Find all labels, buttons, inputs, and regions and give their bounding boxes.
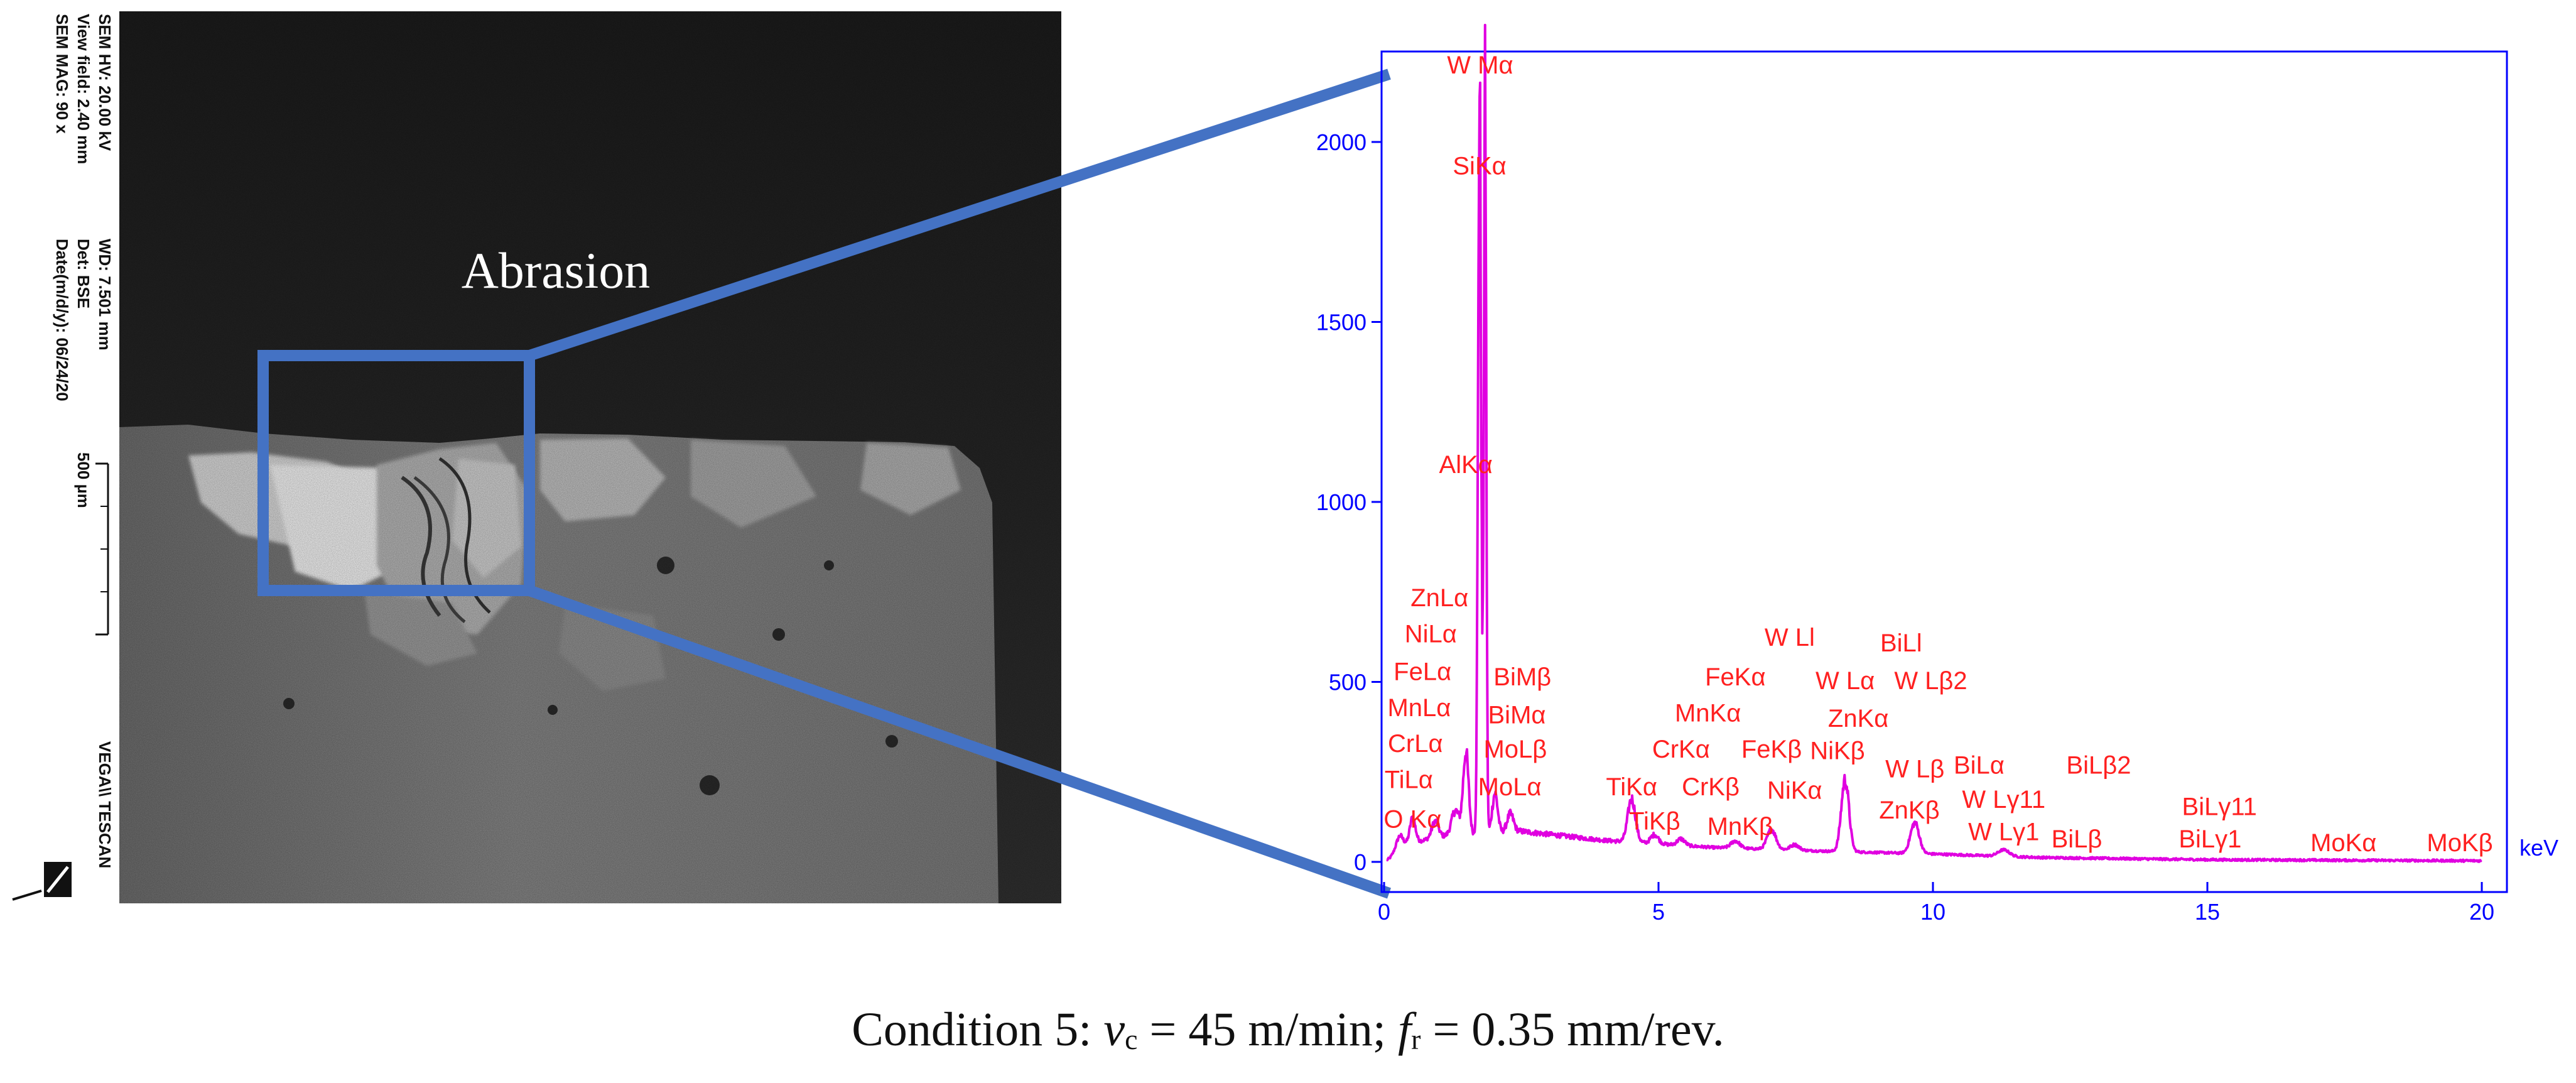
y-tick-label: 0 — [1354, 849, 1366, 875]
peak-label: FeKβ — [1741, 736, 1802, 763]
peak-label: BiLγ11 — [2182, 793, 2257, 821]
scale-bar — [95, 462, 109, 636]
peak-label: AlKα — [1439, 451, 1493, 479]
caption-f-symbol: f — [1397, 1003, 1412, 1056]
peak-label: ZnLα — [1410, 584, 1468, 612]
peak-label: FeLα — [1394, 658, 1451, 686]
peak-label: CrKβ — [1682, 773, 1740, 801]
y-axis: 0 500 1000 1500 2000 — [1316, 52, 1383, 892]
peak-label: SiKα — [1453, 153, 1506, 180]
peak-label: MnLα — [1387, 694, 1451, 722]
y-tick-label: 1000 — [1316, 489, 1366, 515]
caption-f-value: = 0.35 mm/rev. — [1421, 1003, 1724, 1056]
peak-label: MoLα — [1478, 773, 1542, 801]
caption-f-sub: r — [1411, 1023, 1421, 1055]
peak-label: W Ll — [1765, 624, 1815, 651]
connector-line-top — [528, 68, 1391, 361]
x-tick-label: 15 — [2195, 899, 2220, 925]
vendor-logo-icon — [12, 862, 72, 901]
peak-label: NiKα — [1767, 777, 1822, 805]
peak-label: W Lβ — [1885, 755, 1944, 783]
peak-label: BiMβ — [1493, 663, 1551, 691]
sem-meta-line: SEM HV: 20.00 kV — [95, 14, 114, 151]
peak-label: CrLα — [1388, 730, 1443, 758]
y-tick-label: 2000 — [1316, 129, 1366, 155]
peak-label: NiLα — [1405, 620, 1457, 648]
highlight-box — [257, 350, 535, 596]
peak-label: W Lγ1 — [1968, 819, 2039, 846]
scale-bar-label: 500 µm — [74, 452, 93, 508]
peak-label: TiLα — [1385, 766, 1433, 794]
peak-labels: W Mα SiKα AlKα ZnLα NiLα FeLα MnLα CrLα TiLα O Kα… — [1383, 52, 2492, 857]
sem-metadata: SEM HV: 20.00 kV View field: 2.40 mm SEM… — [12, 14, 114, 901]
peak-label: W Mα — [1447, 52, 1513, 79]
peak-label: FeKα — [1705, 663, 1765, 691]
x-tick-label: 10 — [1920, 899, 1946, 925]
peak-label: BiLα — [1954, 752, 2005, 780]
x-tick-label: 20 — [2469, 899, 2494, 925]
abrasion-label: Abrasion — [462, 242, 651, 299]
peak-label: MnKβ — [1707, 813, 1773, 841]
peak-label: ZnKα — [1828, 705, 1888, 732]
sem-meta-line: Det: BSE — [74, 239, 93, 308]
peak-label: NiKβ — [1810, 737, 1864, 765]
y-tick-label: 500 — [1329, 670, 1366, 695]
peak-label: O Kα — [1383, 806, 1441, 834]
figure-caption: Condition 5: vc = 45 m/min; fr = 0.35 mm… — [0, 1003, 2576, 1057]
caption-v-symbol: v — [1103, 1003, 1125, 1056]
peak-label: W Lγ11 — [1962, 786, 2045, 814]
sem-meta-line: Date(m/d/y): 06/24/20 — [53, 239, 72, 401]
abrasion-highlight — [257, 68, 1391, 899]
sem-meta-line: SEM MAG: 90 x — [53, 14, 72, 134]
peak-label: BiLβ — [2052, 825, 2102, 853]
caption-v-sub: c — [1125, 1023, 1138, 1055]
peak-label: ZnKβ — [1879, 797, 1939, 824]
peak-label: TiKα — [1606, 773, 1657, 801]
peak-label: BiLβ2 — [2066, 752, 2131, 780]
peak-label: BiLl — [1880, 629, 1922, 657]
vendor-label: VEGA\\ TESCAN — [95, 741, 114, 868]
peak-label: BiMα — [1488, 701, 1546, 729]
peak-label: MnKα — [1675, 700, 1741, 727]
y-tick-label: 1500 — [1316, 310, 1366, 335]
x-axis: 0 5 10 15 20 — [1378, 882, 2494, 925]
x-tick-label: 0 — [1378, 899, 1390, 925]
caption-prefix: Condition 5: — [852, 1003, 1104, 1056]
eds-spectrum-chart: 0 500 1000 1500 2000 0 5 10 15 20 W Mα SiKα AlKα Zn… — [1316, 23, 2558, 925]
spectrum-series-line — [1386, 23, 2482, 863]
caption-v-value: = 45 m/min; — [1137, 1003, 1398, 1056]
peak-label: TiKβ — [1629, 807, 1680, 835]
sem-meta-line: View field: 2.40 mm — [74, 14, 93, 164]
sem-micrograph — [0, 0, 1061, 905]
peak-label: MoLβ — [1483, 736, 1547, 763]
peak-label: MoKα — [2310, 829, 2376, 857]
connector-line-bottom — [528, 585, 1391, 899]
peak-label: CrKα — [1652, 736, 1710, 763]
peak-label: MoKβ — [2427, 829, 2492, 857]
peak-label: BiLγ1 — [2178, 825, 2241, 853]
sem-meta-line: WD: 7.501 mm — [95, 239, 114, 351]
peak-label: W Lβ2 — [1894, 667, 1967, 695]
x-axis-unit-label: keV — [2519, 835, 2558, 861]
x-tick-label: 5 — [1652, 899, 1665, 925]
peak-label: W Lα — [1816, 667, 1875, 695]
